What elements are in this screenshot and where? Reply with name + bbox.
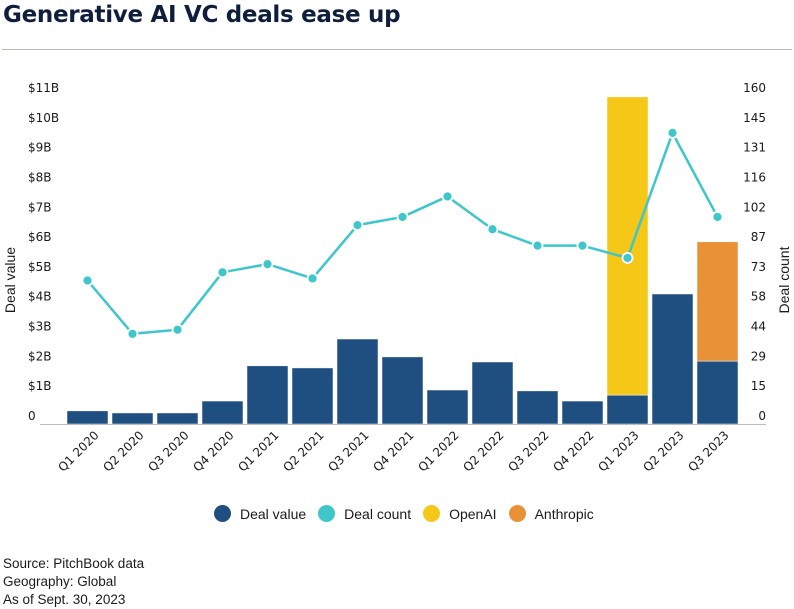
deal-count-point: [711, 211, 724, 223]
legend-label: Deal value: [240, 505, 307, 522]
bar-deal-value: [246, 365, 289, 425]
y-tick-label: $7B: [28, 200, 52, 214]
deal-count-point: [126, 327, 139, 340]
bar-deal-value: [426, 389, 469, 425]
y2-tick-label: 160: [743, 81, 766, 95]
deal-count-point: [576, 239, 589, 252]
y2-tick-label: 44: [751, 320, 766, 334]
x-tick-label: Q1 2023: [595, 428, 641, 474]
bar-openai: [606, 96, 649, 396]
y-tick-label: $6B: [28, 230, 52, 244]
bar-deal-value: [156, 412, 199, 425]
bar-deal-value: [561, 400, 604, 425]
y2-tick-label: 87: [751, 230, 766, 244]
y-tick-label: $8B: [28, 170, 52, 184]
legend-swatch-deal-count: [318, 505, 336, 522]
deal-count-point: [351, 219, 364, 232]
x-tick-label: Q2 2023: [640, 428, 686, 474]
y-tick-label: $1B: [28, 379, 52, 393]
deal-count-point: [306, 272, 319, 285]
legend-swatch-anthropic: [508, 505, 526, 522]
y-axis-title: Deal value: [2, 247, 18, 313]
x-tick-label: Q1 2020: [55, 428, 101, 474]
deal-count-point: [621, 252, 634, 264]
x-tick-label: Q1 2021: [235, 428, 281, 474]
bar-deal-value: [336, 338, 379, 425]
y-tick-label: $3B: [28, 320, 52, 334]
legend-label: Deal count: [344, 505, 412, 522]
deal-count-point: [441, 190, 454, 203]
y2-tick-label: 131: [743, 141, 766, 155]
legend-swatch-deal-value: [214, 505, 231, 522]
x-tick-label: Q4 2021: [370, 428, 416, 474]
bar-anthropic: [696, 241, 739, 362]
y2-tick-label: 0: [758, 409, 766, 423]
deal-count-point: [171, 323, 184, 336]
y2-tick-label: 73: [751, 260, 766, 274]
x-tick-label: Q3 2021: [325, 428, 371, 474]
y-tick-label: $9B: [28, 141, 52, 155]
deal-count-point: [396, 211, 409, 223]
as-of-note: As of Sept. 30, 2023: [3, 592, 126, 607]
deal-count-point: [666, 126, 679, 139]
legend-label: OpenAI: [449, 505, 497, 522]
y2-tick-label: 116: [743, 170, 766, 184]
y2-tick-label: 102: [743, 200, 766, 214]
bar-deal-value: [696, 360, 739, 425]
x-tick-label: Q2 2020: [100, 428, 146, 474]
y-tick-label: $4B: [28, 290, 52, 304]
y-tick-label: $5B: [28, 260, 52, 274]
y2-tick-label: 145: [743, 111, 766, 125]
y-tick-label: 0: [28, 409, 36, 423]
bar-deal-value: [606, 394, 649, 425]
legend-item-deal-count: Deal count: [318, 505, 411, 522]
title-divider: [2, 49, 792, 50]
x-tick-label: Q3 2020: [145, 428, 191, 474]
x-tick-label: Q2 2022: [460, 428, 506, 474]
bar-deal-value: [471, 361, 514, 425]
y-tick-label: $11B: [28, 81, 59, 95]
legend-label: Anthropic: [534, 505, 594, 522]
deal-count-point: [486, 223, 499, 236]
deal-count-point: [81, 274, 94, 287]
x-tick-label: Q1 2022: [415, 428, 461, 474]
legend-item-openai: OpenAI: [423, 505, 497, 522]
x-tick-label: Q3 2023: [685, 428, 731, 474]
x-tick-label: Q3 2022: [505, 428, 551, 474]
deal-count-point: [531, 239, 544, 252]
x-tick-label: Q4 2022: [550, 428, 596, 474]
y-tick-label: $2B: [28, 349, 52, 363]
bar-deal-value: [111, 412, 154, 425]
y2-tick-label: 15: [751, 379, 766, 393]
legend-swatch-openai: [423, 505, 441, 522]
legend: Deal value Deal count OpenAI Anthropic: [214, 505, 606, 522]
x-tick-label: Q2 2021: [280, 428, 326, 474]
geography-note: Geography: Global: [3, 574, 117, 589]
y2-tick-label: 29: [751, 349, 766, 363]
bar-deal-value: [381, 356, 424, 425]
y2-axis-title: Deal count: [776, 246, 792, 313]
bar-deal-value: [66, 410, 109, 425]
chart-title: Generative AI VC deals ease up: [3, 2, 401, 28]
bar-deal-value: [201, 400, 244, 425]
combo-chart: 0 $1B $2B $3B $4B $5B $6B $7B $8B $9B $10B $11B 0 15 2…: [2, 81, 792, 474]
bar-deal-value: [651, 293, 694, 425]
legend-item-deal-value: Deal value: [214, 505, 306, 522]
y2-tick-label: 58: [751, 290, 766, 304]
deal-count-point: [216, 266, 229, 279]
deal-count-point: [261, 258, 274, 271]
x-tick-label: Q4 2020: [190, 428, 236, 474]
bar-deal-value: [516, 390, 559, 425]
bar-deal-value: [291, 367, 334, 425]
legend-item-anthropic: Anthropic: [508, 505, 594, 522]
footer-notes: Source: PitchBook data Geography: Global…: [3, 555, 144, 609]
source-note: Source: PitchBook data: [3, 556, 145, 571]
y-tick-label: $10B: [28, 111, 59, 125]
